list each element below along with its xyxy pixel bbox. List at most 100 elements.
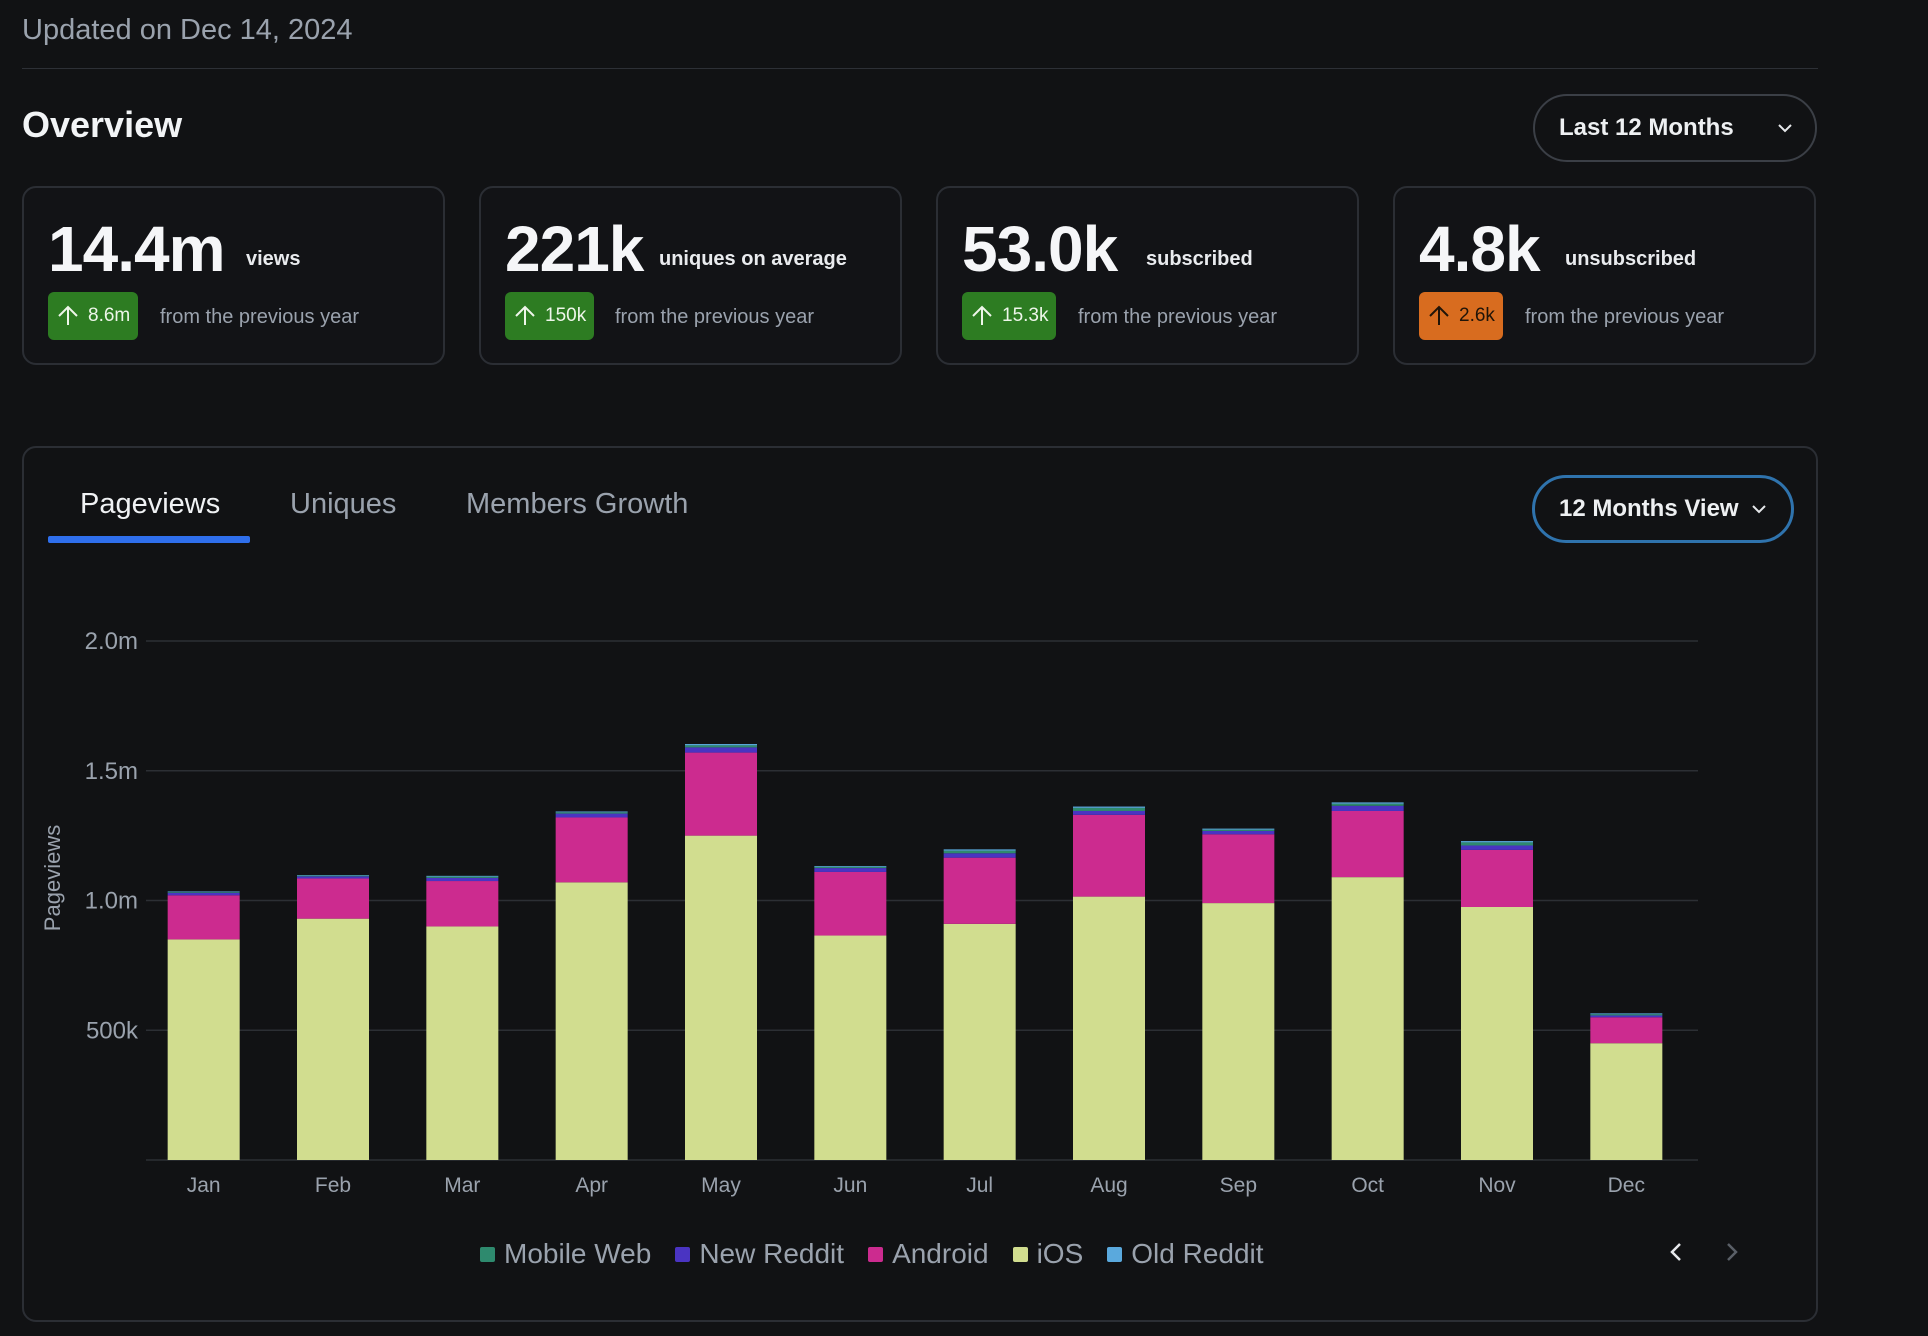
- updated-date: Updated on Dec 14, 2024: [22, 14, 353, 46]
- chevron-down-icon: [1752, 505, 1766, 514]
- bar-old-reddit: [297, 875, 369, 876]
- legend-label: New Reddit: [699, 1238, 845, 1269]
- bar-mobile-web: [1590, 1014, 1663, 1016]
- arrow-up-icon: [1429, 305, 1449, 325]
- chevron-down-icon: [1778, 124, 1792, 133]
- y-tick-label: 500k: [86, 1017, 139, 1044]
- x-tick-label: May: [701, 1174, 741, 1197]
- delta-caption: from the previous year: [615, 306, 814, 328]
- legend-item[interactable]: Old Reddit: [1107, 1238, 1264, 1270]
- tab-uniques[interactable]: Uniques: [290, 488, 397, 520]
- bar-old-reddit: [167, 891, 240, 892]
- delta-caption: from the previous year: [1078, 306, 1277, 328]
- bar-android: [1073, 814, 1145, 897]
- bar-android: [943, 857, 1016, 924]
- bar-mobile-web: [555, 812, 628, 814]
- chevron-right-icon[interactable]: [1718, 1238, 1746, 1266]
- bar-new-reddit: [167, 892, 240, 896]
- bar-old-reddit: [685, 744, 757, 746]
- stat-unit: views: [246, 248, 301, 270]
- delta-badge: 2.6k: [1419, 292, 1503, 340]
- bar-ios: [426, 926, 499, 1160]
- delta-value: 8.6m: [88, 305, 131, 326]
- stat-card-uniques: 221k uniques on average 150k from the pr…: [479, 186, 902, 365]
- stat-value: 53.0k: [962, 213, 1118, 285]
- legend-item[interactable]: iOS: [1012, 1238, 1084, 1270]
- delta-caption: from the previous year: [160, 306, 359, 328]
- bar-old-reddit: [1073, 806, 1145, 808]
- active-tab-indicator: [48, 536, 250, 543]
- bar-ios: [555, 882, 628, 1160]
- x-tick-label: Sep: [1220, 1174, 1257, 1197]
- bar-old-reddit: [1331, 802, 1404, 804]
- bar-new-reddit: [943, 853, 1016, 858]
- bar-mobile-web: [1461, 842, 1533, 846]
- chevron-left-icon[interactable]: [1662, 1238, 1690, 1266]
- y-axis-label: Pageviews: [40, 825, 65, 931]
- legend-item[interactable]: Android: [868, 1238, 989, 1270]
- stat-value: 14.4m: [48, 213, 225, 285]
- bar-old-reddit: [1202, 828, 1275, 830]
- x-tick-label: Jul: [966, 1174, 993, 1197]
- bar-old-reddit: [426, 875, 499, 877]
- range-select[interactable]: Last 12 Months: [1533, 94, 1817, 162]
- x-tick-label: Apr: [575, 1174, 608, 1197]
- y-tick-label: 2.0m: [85, 628, 138, 655]
- bar-mobile-web: [1331, 803, 1404, 806]
- bar-android: [167, 895, 240, 940]
- tab-pageviews[interactable]: Pageviews: [80, 488, 221, 520]
- bar-android: [426, 881, 499, 927]
- arrow-up-icon: [972, 305, 992, 325]
- bar-android: [1461, 849, 1533, 907]
- pageviews-chart: 500k 1.0m 1.5m 2.0m Pageviews Jan Feb Mar Apr May…: [40, 628, 1698, 1197]
- bar-old-reddit: [555, 811, 628, 813]
- bar-mobile-web: [943, 850, 1016, 854]
- legend-swatch: [480, 1246, 495, 1262]
- stat-card-views: 14.4m views 8.6m from the previous year: [22, 186, 445, 365]
- bar-android: [1590, 1017, 1663, 1044]
- view-select-label: 12 Months View: [1559, 495, 1739, 522]
- legend-item[interactable]: New Reddit: [675, 1238, 844, 1270]
- bar-old-reddit: [1590, 1013, 1663, 1015]
- bar-ios: [943, 923, 1016, 1160]
- x-tick-label: Feb: [315, 1174, 351, 1197]
- x-tick-label: Oct: [1351, 1174, 1384, 1197]
- bar-old-reddit: [1461, 841, 1533, 843]
- x-tick-label: Jan: [187, 1174, 221, 1197]
- delta-badge: 15.3k: [962, 292, 1057, 340]
- legend-item[interactable]: Mobile Web: [480, 1238, 651, 1270]
- bar-android: [555, 817, 628, 883]
- range-select-label: Last 12 Months: [1559, 114, 1734, 141]
- bar-ios: [167, 939, 240, 1160]
- bar-ios: [1461, 906, 1533, 1160]
- tab-members-growth[interactable]: Members Growth: [466, 488, 689, 520]
- bar-android: [297, 878, 369, 919]
- bar-android: [1331, 810, 1404, 878]
- bar-new-reddit: [426, 877, 499, 882]
- x-tick-label: Jun: [833, 1174, 867, 1197]
- delta-value: 15.3k: [1002, 305, 1049, 326]
- bar-ios: [1073, 896, 1145, 1160]
- stat-unit: unsubscribed: [1565, 248, 1697, 270]
- legend-label: Android: [892, 1238, 989, 1269]
- bar-mobile-web: [685, 745, 757, 748]
- x-tick-label: Nov: [1478, 1174, 1516, 1197]
- bar-new-reddit: [814, 868, 887, 872]
- legend-swatch: [1107, 1246, 1123, 1262]
- bar-mobile-web: [297, 875, 369, 877]
- legend-swatch: [868, 1246, 884, 1262]
- legend-label: iOS: [1036, 1238, 1084, 1269]
- y-tick-label: 1.0m: [85, 888, 138, 915]
- legend-label: Old Reddit: [1131, 1238, 1264, 1269]
- bar-ios: [1331, 877, 1404, 1160]
- delta-badge: 150k: [505, 292, 595, 340]
- bar-old-reddit: [943, 849, 1016, 851]
- bar-ios: [685, 835, 757, 1160]
- bar-android: [1202, 834, 1275, 904]
- bar-new-reddit: [1331, 805, 1404, 811]
- view-select[interactable]: 12 Months View: [1532, 475, 1794, 543]
- bar-old-reddit: [814, 865, 887, 867]
- chart-panel: Pageviews Uniques Members Growth 12 Mont…: [22, 446, 1818, 1322]
- bar-mobile-web: [167, 891, 240, 893]
- legend-swatch: [1012, 1246, 1028, 1262]
